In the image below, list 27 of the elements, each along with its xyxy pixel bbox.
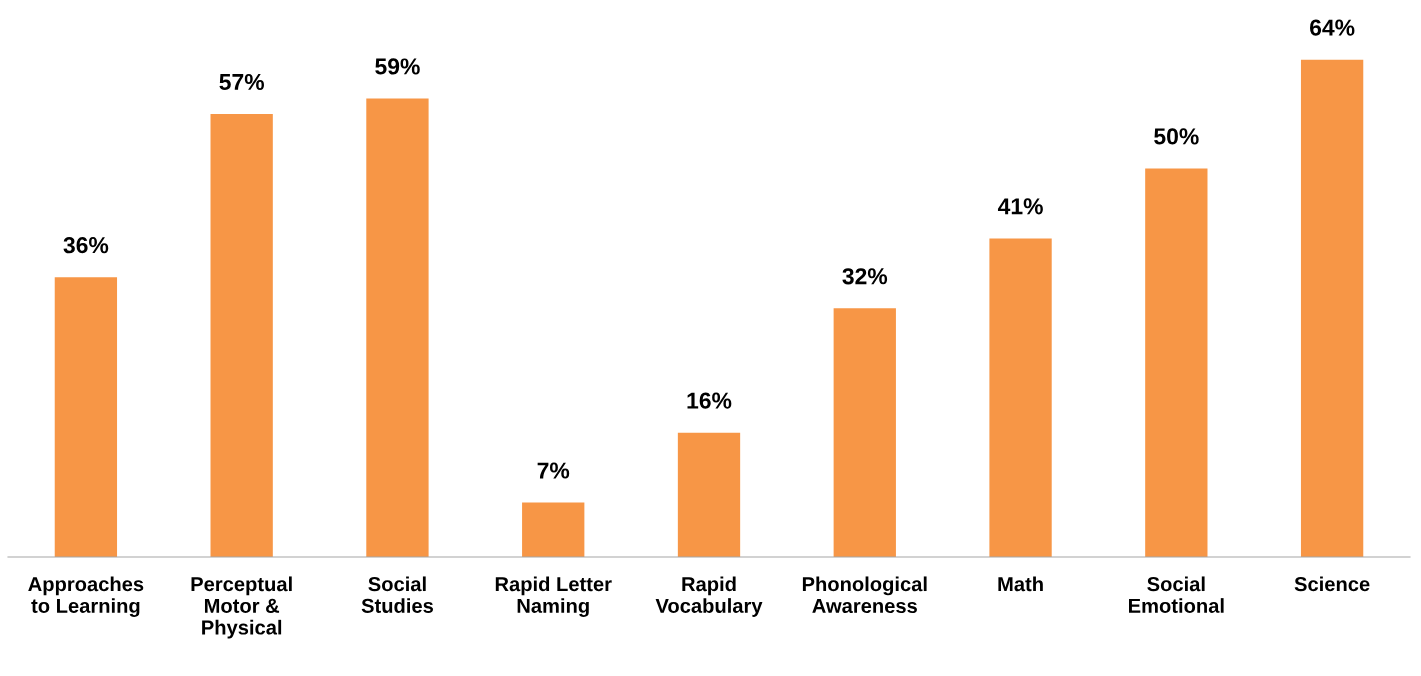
data-label: 36% xyxy=(63,237,109,254)
bar xyxy=(677,432,741,557)
data-label: 50% xyxy=(1154,128,1199,145)
bar xyxy=(210,114,273,557)
x-tick-label: Social Studies xyxy=(361,576,433,613)
data-label: 41% xyxy=(997,198,1043,215)
data-label: 57% xyxy=(219,73,264,91)
data-label: 64% xyxy=(1310,19,1355,36)
data-label: 59% xyxy=(375,58,420,75)
bar xyxy=(989,238,1052,557)
bar xyxy=(366,98,429,557)
data-label: 7% xyxy=(537,462,570,479)
bar xyxy=(522,502,585,557)
x-tick-label: Science xyxy=(1294,576,1370,592)
x-tick-label: Social Emotional xyxy=(1129,576,1224,613)
bar xyxy=(833,308,896,557)
x-tick-label: Rapid Letter Naming xyxy=(495,576,612,617)
x-tick-label: Perceptual Motor & Physical xyxy=(191,576,292,639)
bar xyxy=(1145,168,1208,557)
x-tick-label: Rapid Vocabulary xyxy=(655,576,763,617)
bar xyxy=(1300,59,1364,557)
bar xyxy=(54,277,118,557)
data-label: 32% xyxy=(842,268,888,285)
data-label: 16% xyxy=(687,392,732,409)
x-tick-label: Math xyxy=(998,576,1043,592)
x-tick-label: Phonological Awareness xyxy=(802,576,927,614)
x-tick-label: Approaches to Learning xyxy=(28,576,144,617)
